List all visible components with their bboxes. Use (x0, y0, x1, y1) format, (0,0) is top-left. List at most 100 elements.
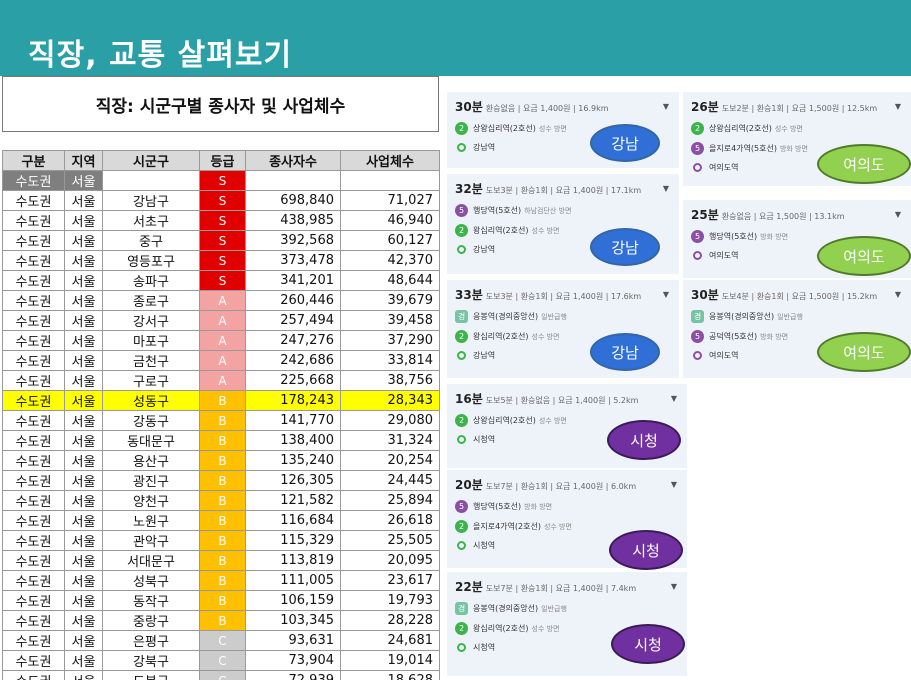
route-header: 16분 도보5분 | 환승없음 | 요금 1,400원 | 5.2km (455, 390, 679, 407)
stop-name: 행당역(5호선) (709, 232, 758, 241)
cell-grade: B (199, 590, 246, 611)
cell-workers: 138,400 (245, 430, 341, 451)
route-stop: 5 행당역(5호선) 방화 방면 (691, 230, 903, 243)
table-row: 수도권 서울 서대문구 B 113,819 20,095 (2, 550, 440, 571)
cell-businesses: 28,228 (340, 610, 440, 631)
cell-area: 서울 (64, 250, 103, 271)
cell-region: 수도권 (2, 250, 65, 271)
cell-region: 수도권 (2, 370, 65, 391)
cell-workers: 141,770 (245, 410, 341, 431)
route-meta: 도보5분 | 환승없음 | 요금 1,400원 | 5.2km (485, 396, 639, 405)
cell-workers: 111,005 (245, 570, 341, 591)
route-meta: 환승없음 | 요금 1,500원 | 13.1km (721, 212, 845, 221)
expand-caret-icon[interactable]: ▼ (894, 102, 901, 111)
route-stop: 2 왕십리역(2호선) 성수 방면 (455, 330, 671, 343)
cell-grade: B (199, 570, 246, 591)
cell-grade: A (199, 350, 246, 371)
stop-direction: 방화 방면 (760, 332, 789, 341)
expand-caret-icon[interactable]: ▼ (670, 394, 677, 403)
expand-caret-icon[interactable]: ▼ (670, 582, 677, 591)
stop-direction: 일반급행 (541, 312, 567, 321)
cell-region: 수도권 (2, 290, 65, 311)
expand-caret-icon[interactable]: ▼ (662, 102, 669, 111)
cell-district: 광진구 (102, 470, 200, 491)
route-stop: 2 왕십리역(2호선) 성수 방면 (455, 622, 679, 635)
route-card[interactable]: 32분 도보3분 | 환승1회 | 요금 1,400원 | 17.1km ▼ 5 행당역… (447, 174, 679, 274)
route-card[interactable]: 22분 도보7분 | 환승1회 | 요금 1,400원 | 7.4km ▼ 경 응봉역(… (447, 572, 687, 676)
cell-businesses: 24,445 (340, 470, 440, 491)
expand-caret-icon[interactable]: ▼ (670, 480, 677, 489)
table-row: 수도권 서울 광진구 B 126,305 24,445 (2, 470, 440, 491)
cell-grade: B (199, 470, 246, 491)
cell-workers: 103,345 (245, 610, 341, 631)
destination-dot-icon (457, 245, 466, 254)
expand-caret-icon[interactable]: ▼ (894, 290, 901, 299)
route-card[interactable]: 20분 도보7분 | 환승1회 | 요금 1,400원 | 6.0km ▼ 5 행당역(… (447, 470, 687, 570)
stop-name: 을지로4가역(5호선) (709, 144, 777, 153)
destination-label: 여의도 (817, 236, 911, 276)
table-row: 수도권 서울 관악구 B 115,329 25,505 (2, 530, 440, 551)
stop-direction: 성수 방면 (538, 124, 567, 133)
route-card[interactable]: 30분 환승없음 | 요금 1,400원 | 16.9km ▼ 2 상왕십리역(2호선)… (447, 92, 679, 168)
column-header: 지역 (64, 150, 103, 171)
destination-dot-icon (457, 143, 466, 152)
route-duration: 30분 (691, 288, 719, 302)
subway-line-icon: 2 (455, 122, 468, 135)
cell-businesses: 25,894 (340, 490, 440, 511)
cell-businesses: 39,679 (340, 290, 440, 311)
table-row: 수도권 서울 금천구 A 242,686 33,814 (2, 350, 440, 371)
route-card[interactable]: 30분 도보4분 | 환승1회 | 요금 1,500원 | 15.2km ▼ 경 응봉역… (683, 280, 911, 378)
cell-area: 서울 (64, 530, 103, 551)
table-row: 수도권 서울 S (2, 170, 440, 191)
cell-district: 중랑구 (102, 610, 200, 631)
route-stop: 경 응봉역(경의중앙선) 일반급행 (691, 310, 903, 323)
cell-district: 도봉구 (102, 670, 200, 680)
cell-area: 서울 (64, 170, 103, 191)
route-meta: 도보3분 | 환승1회 | 요금 1,400원 | 17.6km (485, 292, 642, 301)
cell-grade: C (199, 670, 246, 680)
stop-direction: 성수 방면 (531, 332, 560, 341)
route-header: 30분 도보4분 | 환승1회 | 요금 1,500원 | 15.2km (691, 286, 903, 303)
route-duration: 22분 (455, 580, 483, 594)
route-panel: 30분 환승없음 | 요금 1,400원 | 16.9km ▼ 2 상왕십리역(2호선)… (447, 92, 911, 680)
route-meta: 도보4분 | 환승1회 | 요금 1,500원 | 15.2km (721, 292, 878, 301)
expand-caret-icon[interactable]: ▼ (662, 290, 669, 299)
cell-businesses: 33,814 (340, 350, 440, 371)
cell-district: 구로구 (102, 370, 200, 391)
table-title: 직장: 시군구별 종사자 및 사업체수 (2, 76, 439, 132)
subway-line-icon: 2 (455, 622, 468, 635)
subway-line-icon: 2 (455, 330, 468, 343)
route-card[interactable]: 33분 도보3분 | 환승1회 | 요금 1,400원 | 17.6km ▼ 경 응봉역… (447, 280, 679, 378)
table-row: 수도권 서울 양천구 B 121,582 25,894 (2, 490, 440, 511)
cell-district: 마포구 (102, 330, 200, 351)
cell-area: 서울 (64, 590, 103, 611)
stop-name: 시청역 (473, 643, 496, 652)
cell-workers: 116,684 (245, 510, 341, 531)
cell-area: 서울 (64, 410, 103, 431)
route-stop: 5 행당역(5호선) 하남검단산 방면 (455, 204, 671, 217)
stop-name: 공덕역(5호선) (709, 332, 758, 341)
cell-workers: 113,819 (245, 550, 341, 571)
route-card[interactable]: 26분 도보2분 | 환승1회 | 요금 1,500원 | 12.5km ▼ 2 상왕십… (683, 92, 911, 186)
stop-direction: 일반급행 (541, 604, 567, 613)
cell-region: 수도권 (2, 470, 65, 491)
cell-region: 수도권 (2, 170, 65, 191)
route-stop: 시청역 (455, 434, 679, 445)
cell-region: 수도권 (2, 310, 65, 331)
destination-dot-icon (693, 251, 702, 260)
cell-region: 수도권 (2, 190, 65, 211)
stop-name: 왕십리역(2호선) (473, 226, 529, 235)
cell-area: 서울 (64, 510, 103, 531)
cell-district: 종로구 (102, 290, 200, 311)
route-header: 26분 도보2분 | 환승1회 | 요금 1,500원 | 12.5km (691, 98, 903, 115)
expand-caret-icon[interactable]: ▼ (662, 184, 669, 193)
route-stop: 2 왕십리역(2호선) 성수 방면 (455, 224, 671, 237)
cell-businesses: 19,014 (340, 650, 440, 671)
cell-grade: A (199, 370, 246, 391)
cell-grade: S (199, 230, 246, 251)
route-card[interactable]: 25분 환승없음 | 요금 1,500원 | 13.1km ▼ 5 행당역(5호선) 방화… (683, 200, 911, 278)
cell-region: 수도권 (2, 610, 65, 631)
stop-name: 행당역(5호선) (473, 206, 522, 215)
route-card[interactable]: 16분 도보5분 | 환승없음 | 요금 1,400원 | 5.2km ▼ 2 상왕십리… (447, 384, 687, 468)
expand-caret-icon[interactable]: ▼ (894, 210, 901, 219)
